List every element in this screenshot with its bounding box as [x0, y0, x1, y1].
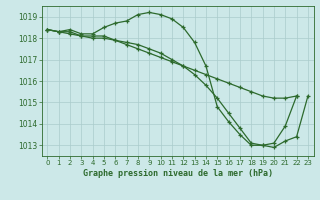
X-axis label: Graphe pression niveau de la mer (hPa): Graphe pression niveau de la mer (hPa)	[83, 169, 273, 178]
